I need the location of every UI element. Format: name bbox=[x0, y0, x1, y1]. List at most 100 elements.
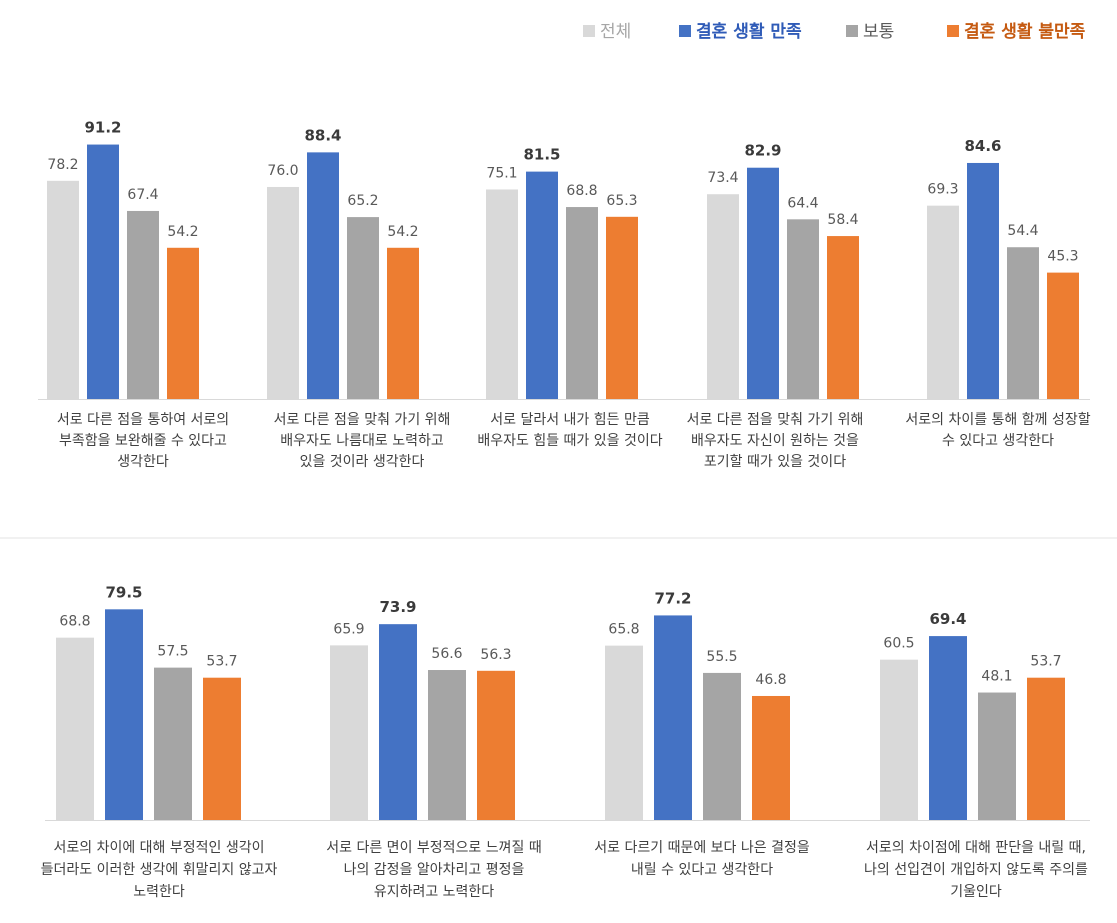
bar bbox=[56, 637, 94, 820]
data-label: 73.4 bbox=[707, 170, 738, 186]
bar bbox=[827, 236, 859, 399]
bar bbox=[105, 609, 143, 820]
category-label: 서로의 차이를 통해 함께 성장할 bbox=[905, 412, 1090, 428]
data-label: 73.9 bbox=[379, 598, 416, 616]
bar bbox=[1027, 677, 1065, 820]
data-label: 56.3 bbox=[480, 647, 511, 663]
data-label: 77.2 bbox=[654, 589, 691, 607]
category-label: 배우자도 나름대로 노력하고 bbox=[280, 433, 444, 449]
data-label: 60.5 bbox=[883, 636, 914, 652]
data-label: 82.9 bbox=[744, 142, 781, 160]
bar bbox=[307, 152, 339, 399]
category-label: 유지하려고 노력한다 bbox=[374, 884, 494, 900]
data-label: 78.2 bbox=[47, 157, 78, 173]
category-label: 배우자도 힘들 때가 있을 것이다 bbox=[477, 433, 662, 449]
bar bbox=[787, 219, 819, 399]
bar bbox=[978, 692, 1016, 820]
category-label: 수 있다고 생각한다 bbox=[942, 433, 1054, 449]
data-label: 68.8 bbox=[59, 614, 90, 630]
category-label: 서로의 차이에 대해 부정적인 생각이 bbox=[54, 840, 265, 856]
data-label: 69.4 bbox=[929, 610, 966, 628]
bar bbox=[1007, 247, 1039, 399]
data-label: 57.5 bbox=[157, 644, 188, 660]
bar bbox=[606, 216, 638, 399]
bar bbox=[387, 247, 419, 399]
data-label: 79.5 bbox=[105, 583, 142, 601]
bar bbox=[752, 695, 790, 820]
category-label: 기울인다 bbox=[950, 884, 1002, 900]
data-label: 65.2 bbox=[347, 193, 378, 209]
category-label: 배우자도 자신이 원하는 것을 bbox=[691, 433, 859, 449]
category-label: 서로의 차이점에 대해 판단을 내릴 때, bbox=[866, 840, 1086, 856]
bar bbox=[347, 217, 379, 399]
bar bbox=[605, 645, 643, 820]
bar bbox=[127, 210, 159, 399]
bar bbox=[154, 667, 192, 820]
data-label: 48.1 bbox=[981, 669, 1012, 685]
bar bbox=[929, 636, 967, 820]
data-label: 45.3 bbox=[1047, 249, 1078, 265]
data-label: 88.4 bbox=[304, 126, 341, 144]
bar bbox=[927, 205, 959, 399]
data-label: 54.2 bbox=[387, 224, 418, 240]
data-label: 81.5 bbox=[523, 146, 560, 164]
bar bbox=[428, 670, 466, 820]
data-label: 76.0 bbox=[267, 163, 298, 179]
bar bbox=[203, 677, 241, 820]
category-label: 나의 선입견이 개입하지 않도록 주의를 bbox=[864, 862, 1088, 878]
data-label: 64.4 bbox=[787, 195, 818, 211]
data-label: 65.9 bbox=[333, 621, 364, 637]
category-label: 나의 감정을 알아차리고 평정을 bbox=[344, 862, 525, 878]
legend-label: 전체 bbox=[600, 22, 631, 42]
legend-swatch bbox=[583, 25, 595, 37]
legend-label: 결혼 생활 불만족 bbox=[964, 21, 1086, 42]
data-label: 54.4 bbox=[1007, 223, 1038, 239]
category-label: 서로 달라서 내가 힘든 만큼 bbox=[490, 412, 650, 428]
legend-label: 결혼 생활 만족 bbox=[696, 21, 802, 42]
data-label: 58.4 bbox=[827, 212, 858, 228]
legend-label: 보통 bbox=[863, 22, 894, 42]
data-label: 53.7 bbox=[1030, 654, 1061, 670]
bar bbox=[47, 180, 79, 399]
bar bbox=[486, 189, 518, 399]
category-label: 서로 다른 점을 맞춰 가기 위해 bbox=[687, 412, 864, 428]
bar bbox=[330, 645, 368, 820]
bar bbox=[167, 247, 199, 399]
data-label: 68.8 bbox=[566, 183, 597, 199]
category-label: 노력한다 bbox=[133, 884, 185, 900]
bar bbox=[566, 207, 598, 399]
bar bbox=[267, 186, 299, 399]
bar bbox=[967, 162, 999, 399]
bar bbox=[526, 171, 558, 399]
category-label: 서로 다른 면이 부정적으로 느껴질 때 bbox=[326, 840, 541, 856]
bar bbox=[87, 144, 119, 399]
category-label: 들더라도 이러한 생각에 휘말리지 않고자 bbox=[41, 862, 278, 878]
category-label: 있을 것이라 생각한다 bbox=[300, 454, 425, 470]
bar bbox=[703, 672, 741, 820]
category-label: 서로 다른 점을 맞춰 가기 위해 bbox=[274, 412, 451, 428]
bar bbox=[880, 659, 918, 820]
legend-swatch bbox=[947, 25, 959, 37]
category-label: 내릴 수 있다고 생각한다 bbox=[631, 862, 773, 878]
category-label: 생각한다 bbox=[117, 454, 169, 470]
bar bbox=[379, 624, 417, 820]
data-label: 65.8 bbox=[608, 622, 639, 638]
category-label: 포기할 때가 있을 것이다 bbox=[704, 454, 846, 470]
category-label: 부족함을 보완해줄 수 있다고 bbox=[59, 433, 227, 449]
data-label: 54.2 bbox=[167, 224, 198, 240]
legend-swatch bbox=[679, 25, 691, 37]
bar bbox=[477, 670, 515, 820]
data-label: 53.7 bbox=[206, 654, 237, 670]
data-label: 56.6 bbox=[431, 646, 462, 662]
data-label: 69.3 bbox=[927, 182, 958, 198]
data-label: 46.8 bbox=[755, 672, 786, 688]
category-label: 서로 다르기 때문에 보다 나은 결정을 bbox=[594, 840, 810, 856]
category-label: 서로 다른 점을 통하여 서로의 bbox=[57, 412, 229, 428]
legend-swatch bbox=[846, 25, 858, 37]
data-label: 91.2 bbox=[84, 119, 121, 137]
data-label: 65.3 bbox=[606, 193, 637, 209]
data-label: 75.1 bbox=[486, 165, 517, 181]
data-label: 55.5 bbox=[706, 649, 737, 665]
bar bbox=[707, 194, 739, 399]
